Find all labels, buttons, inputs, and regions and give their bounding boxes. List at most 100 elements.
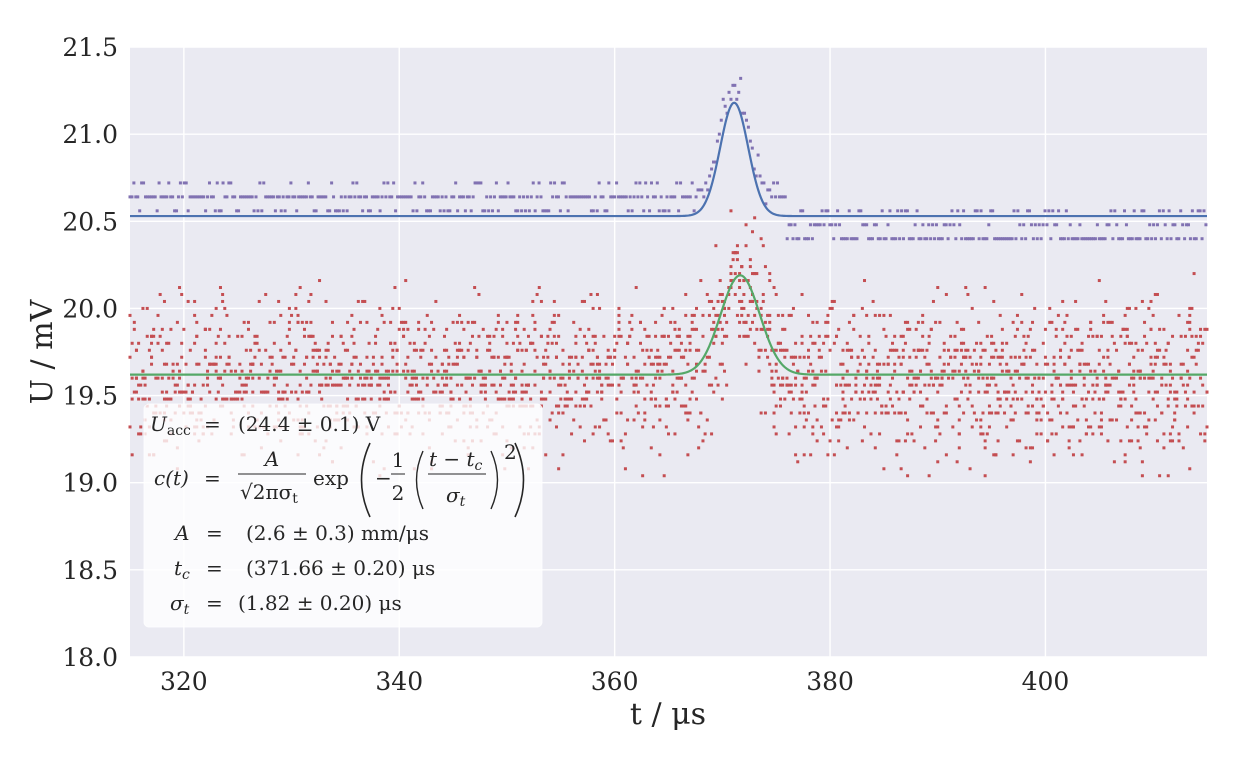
purple-data-point [1157,209,1161,213]
red-data-point [509,383,513,387]
red-data-point [1005,369,1009,373]
x-axis-label: t / μs [630,697,706,732]
red-scatter-series [128,209,1209,478]
red-data-point [1199,376,1203,380]
red-data-point [742,320,746,324]
red-data-point [1102,369,1106,373]
red-data-point [684,404,688,408]
red-data-point [903,320,907,324]
red-data-point [923,446,927,450]
red-data-point [1201,383,1205,387]
red-data-point [610,439,614,443]
purple-data-point [1183,237,1187,241]
purple-data-point [700,188,704,192]
red-data-point [770,369,774,373]
purple-data-point [330,181,334,185]
purple-data-point [1111,237,1115,241]
legend-power: 2 [504,440,517,464]
red-data-point [244,348,248,352]
purple-data-point [235,209,239,213]
purple-data-point [1121,237,1125,241]
purple-data-point [200,195,204,199]
purple-data-point [525,195,529,199]
purple-data-point [217,209,221,213]
purple-data-point [665,195,669,199]
red-data-point [421,348,425,352]
red-data-point [1091,432,1095,436]
purple-data-point [754,174,758,178]
red-data-point [748,258,752,262]
legend-inner-num: t − tc [429,447,483,474]
red-data-point [318,355,322,359]
red-data-point [333,383,337,387]
purple-data-point [1194,237,1198,241]
red-data-point [1183,390,1187,394]
red-data-point [942,369,946,373]
purple-data-point [562,181,566,185]
purple-data-point [227,181,231,185]
red-data-point [542,397,546,401]
red-data-point [419,390,423,394]
red-data-point [643,418,647,422]
purple-data-point [727,90,731,94]
red-data-point [953,334,957,338]
red-data-point [244,390,248,394]
red-data-point [393,390,397,394]
red-data-point [1069,376,1073,380]
purple-data-point [971,237,975,241]
red-data-point [589,362,593,366]
red-data-point [1095,334,1099,338]
red-data-point [1121,390,1125,394]
red-data-point [1067,383,1071,387]
purple-data-point [576,195,580,199]
red-data-point [656,355,660,359]
red-data-point [1201,341,1205,345]
red-data-point [1153,390,1157,394]
purple-data-point [285,195,289,199]
purple-data-point [888,209,892,213]
purple-data-point [1113,209,1117,213]
purple-data-point [461,195,465,199]
purple-data-point [849,237,853,241]
purple-data-point [822,223,826,227]
red-data-point [1168,369,1172,373]
red-data-point [761,244,765,248]
red-data-point [757,348,761,352]
purple-data-point [706,188,710,192]
red-data-point [257,348,261,352]
red-data-point [763,320,767,324]
red-data-point [934,320,938,324]
red-data-point [1095,383,1099,387]
red-data-point [966,292,970,296]
red-data-point [856,369,860,373]
purple-data-point [1074,237,1078,241]
purple-data-point [145,195,149,199]
red-data-point [1166,397,1170,401]
red-data-point [753,341,757,345]
red-data-point [830,299,834,303]
purple-data-point [134,195,138,199]
red-data-point [938,432,942,436]
red-data-point [180,292,184,296]
red-data-point [488,334,492,338]
red-data-point [623,355,627,359]
red-data-point [735,251,739,255]
purple-data-point [894,237,898,241]
red-data-point [884,334,888,338]
red-data-point [1132,369,1136,373]
purple-data-point [642,209,646,213]
red-data-point [249,369,253,373]
purple-data-point [630,209,634,213]
red-data-point [710,432,714,436]
red-data-point [132,320,136,324]
purple-data-point [473,181,477,185]
red-data-point [1082,376,1086,380]
legend-paren-left [415,450,424,510]
red-data-point [479,369,483,373]
red-data-point [402,369,406,373]
x-tick-label: 400 [1022,667,1070,696]
red-data-point [1039,418,1043,422]
red-data-point [173,383,177,387]
red-data-point [791,397,795,401]
purple-data-point [467,195,471,199]
